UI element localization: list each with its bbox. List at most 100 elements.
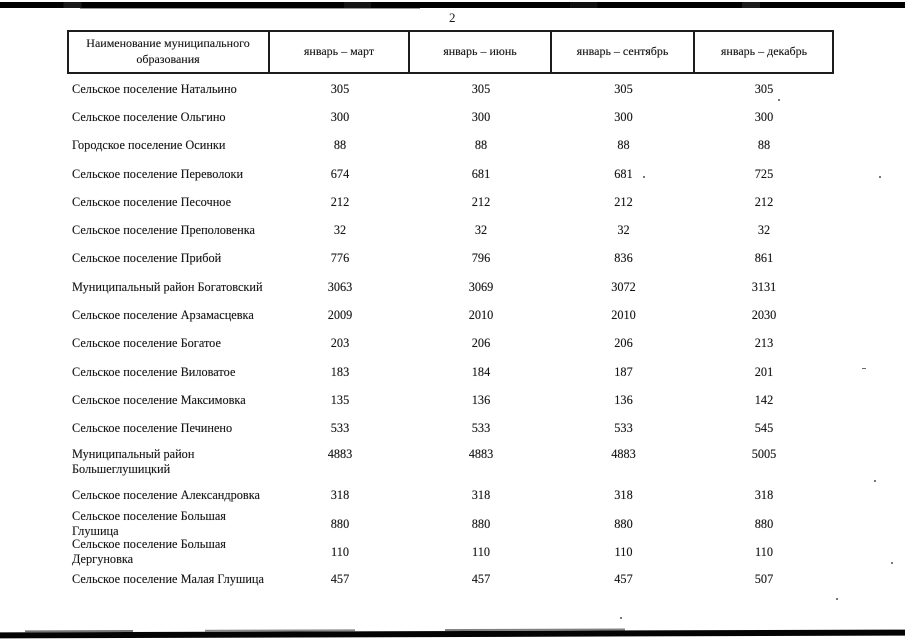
value-cell-jan-mar: 4883 (327, 446, 353, 461)
value-cell-jan-sep: 88 (617, 138, 630, 153)
value-cell-jan-jun: 32 (474, 223, 488, 238)
scan-speck (836, 598, 838, 600)
value-cell-jan-dec: 142 (754, 392, 774, 407)
value-cell-jan-mar: 305 (330, 81, 350, 96)
value-cell-jan-dec: 300 (754, 109, 774, 124)
value-cell-jan-dec: 725 (754, 166, 774, 181)
value-cell-jan-dec: 201 (754, 364, 774, 379)
table-row: Сельское поселение Переволоки 674 681 68… (68, 160, 833, 188)
table-row: Муниципальный район Большеглушицкий 4883… (68, 443, 833, 481)
value-cell-jan-mar: 88 (333, 138, 347, 153)
value-cell-jan-jun: 681 (471, 166, 491, 181)
scan-speck (879, 176, 881, 178)
value-cell-jan-dec: 305 (754, 81, 774, 96)
value-cell-jan-sep: 305 (614, 81, 633, 96)
value-cell-jan-jun: 184 (471, 364, 491, 379)
value-cell-jan-jun: 88 (474, 138, 488, 153)
table-row: Сельское поселение Печинено 533 533 533 … (68, 415, 833, 443)
value-cell-jan-mar: 3063 (327, 279, 353, 294)
table-row: Сельское поселение Богатое 203 206 206 2… (68, 330, 833, 358)
value-cell-jan-dec: 507 (754, 572, 774, 587)
value-cell-jan-jun: 796 (471, 251, 491, 266)
value-cell-jan-mar: 533 (330, 421, 350, 436)
table-row: Сельское поселение Максимовка 135 136 13… (68, 386, 833, 414)
municipality-name-cell: Сельское поселение Малая Глушица (72, 572, 264, 587)
value-cell-jan-dec: 32 (757, 223, 771, 238)
value-cell-jan-dec: 88 (757, 138, 771, 153)
column-header-jan-dec: январь – декабрь (720, 44, 808, 59)
table-row: Муниципальный район Богатовский 3063 306… (68, 273, 833, 301)
value-cell-jan-sep: 110 (614, 544, 633, 559)
table-row: Сельское поселение Большая Глушица 880 8… (68, 509, 833, 539)
municipality-name-cell: Сельское поселение Арзамасцевка (72, 308, 254, 323)
value-cell-jan-dec: 318 (754, 487, 774, 502)
value-cell-jan-sep: 212 (614, 194, 633, 209)
value-cell-jan-sep: 681 (614, 166, 633, 181)
scan-speck (862, 368, 866, 369)
value-cell-jan-jun: 318 (471, 487, 491, 502)
table-row: Сельское поселение Виловатое 183 184 187… (68, 358, 833, 386)
column-header-jan-jun: январь – июнь (410, 31, 552, 73)
value-cell-jan-dec: 861 (754, 251, 774, 266)
municipality-name-cell: Сельское поселение Печинено (72, 421, 233, 436)
value-cell-jan-mar: 135 (330, 392, 350, 407)
value-cell-jan-mar: 212 (330, 194, 350, 209)
value-cell-jan-dec: 213 (754, 336, 774, 351)
value-cell-jan-jun: 4883 (468, 446, 494, 461)
municipality-name-cell: Сельское поселение Переволоки (72, 166, 244, 181)
value-cell-jan-sep: 836 (614, 251, 633, 266)
value-cell-jan-mar: 183 (330, 364, 350, 379)
scan-speck (643, 176, 645, 178)
value-cell-jan-jun: 136 (471, 392, 491, 407)
value-cell-jan-mar: 203 (330, 336, 350, 351)
value-cell-jan-jun: 206 (471, 336, 491, 351)
scan-speck (874, 480, 876, 482)
municipality-name-cell: Муниципальный район Большеглушицкий (72, 446, 195, 476)
value-cell-jan-sep: 206 (614, 336, 633, 351)
municipality-name-cell: Сельское поселение Ольгино (72, 109, 226, 124)
table-row: Сельское поселение Малая Глушица 457 457… (68, 566, 833, 594)
municipality-name-cell: Сельское поселение Максимовка (72, 392, 246, 407)
table-row: Сельское поселение Песочное 212 212 212 … (68, 188, 833, 216)
value-cell-jan-mar: 674 (330, 166, 350, 181)
value-cell-jan-jun: 457 (471, 572, 491, 587)
municipality-name-cell: Сельское поселение Александровка (72, 487, 260, 502)
municipality-name-cell: Муниципальный район Богатовский (72, 279, 263, 294)
column-header-jan-mar: январь – март (270, 31, 410, 73)
value-cell-jan-jun: 533 (471, 421, 491, 436)
column-header-jan-sep: январь – сентябрь (552, 31, 695, 73)
value-cell-jan-dec: 5005 (751, 446, 777, 461)
table-row: Сельское поселение Большая Дергуновка 11… (68, 537, 833, 566)
scan-speck (620, 617, 622, 619)
page-number: 2 (449, 10, 456, 25)
value-cell-jan-jun: 3069 (468, 279, 494, 294)
value-cell-jan-sep: 3072 (611, 279, 636, 294)
municipality-name-cell: Сельское поселение Большая Глушица (72, 509, 226, 539)
value-cell-jan-sep: 187 (614, 364, 633, 379)
scan-artifact-top-bar (0, 2, 905, 9)
municipality-name-cell: Сельское поселение Виловатое (72, 364, 236, 379)
table-row: Сельское поселение Прибой 776 796 836 86… (68, 245, 833, 273)
value-cell-jan-sep: 880 (614, 516, 633, 531)
value-cell-jan-jun: 110 (472, 544, 490, 559)
value-cell-jan-dec: 545 (754, 421, 774, 436)
value-cell-jan-sep: 4883 (611, 446, 636, 461)
value-cell-jan-sep: 136 (614, 392, 633, 407)
value-cell-jan-mar: 457 (330, 572, 350, 587)
value-cell-jan-jun: 300 (471, 109, 491, 124)
value-cell-jan-jun: 2010 (468, 308, 494, 323)
table-body: Сельское поселение Натальино 305 305 305… (68, 75, 833, 594)
value-cell-jan-sep: 457 (614, 572, 633, 587)
value-cell-jan-mar: 32 (333, 223, 347, 238)
municipality-name-cell: Городское поселение Осинки (72, 138, 226, 153)
municipality-name-cell: Сельское поселение Богатое (72, 336, 221, 351)
table-row: Сельское поселение Ольгино 300 300 300 3… (68, 103, 833, 131)
column-header-municipality: Наименование муниципального образования (68, 31, 270, 73)
value-cell-jan-dec: 2030 (751, 308, 777, 323)
value-cell-jan-sep: 533 (614, 421, 633, 436)
scan-speck (891, 562, 893, 564)
value-cell-jan-mar: 2009 (327, 308, 353, 323)
value-cell-jan-jun: 212 (471, 194, 491, 209)
value-cell-jan-sep: 300 (614, 109, 633, 124)
